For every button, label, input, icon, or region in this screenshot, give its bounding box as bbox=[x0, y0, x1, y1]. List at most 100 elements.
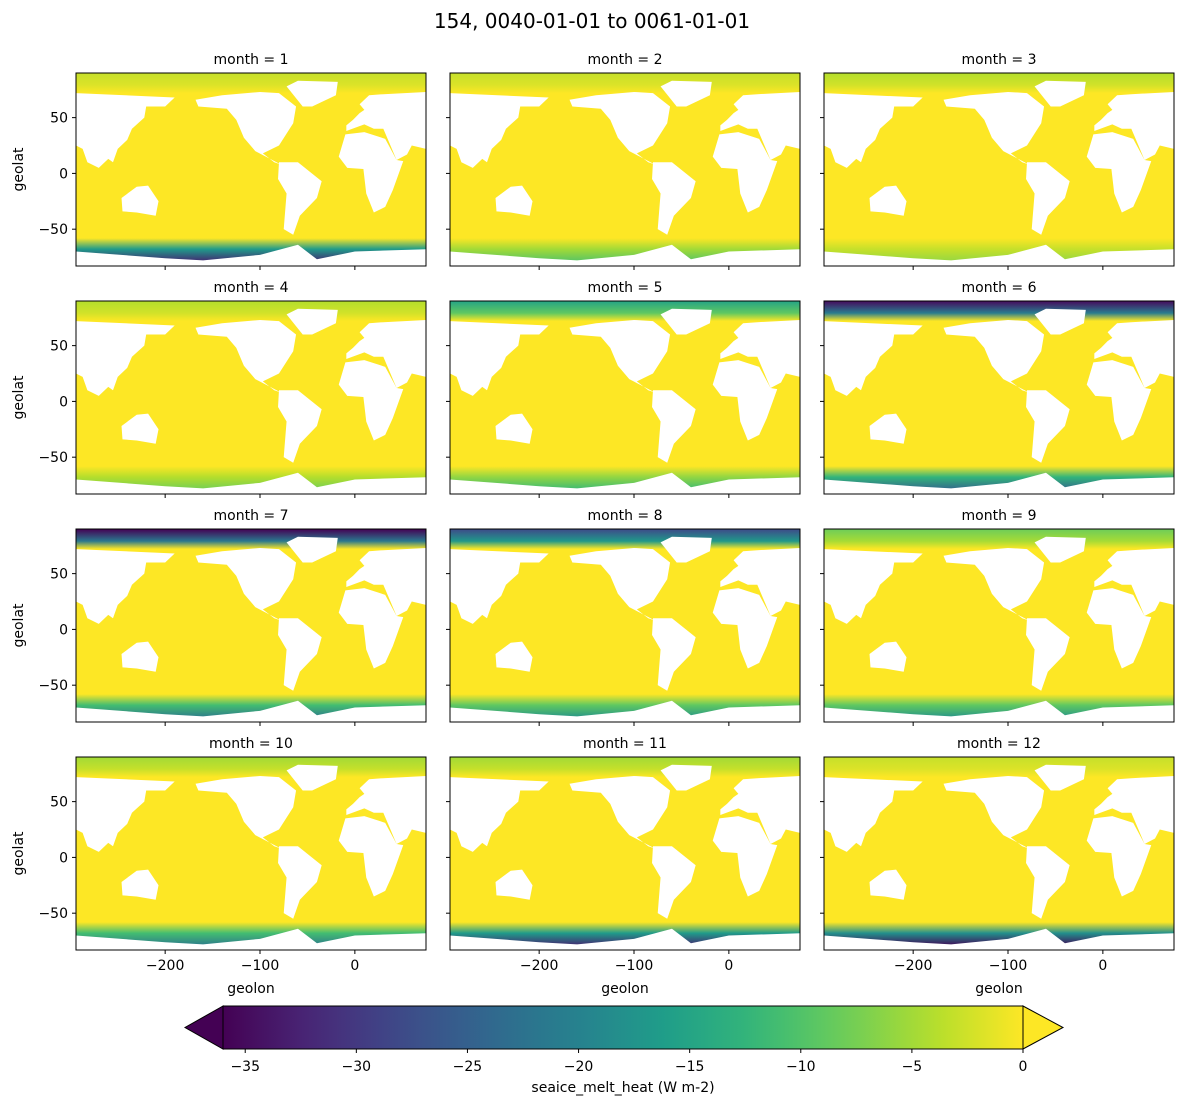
land-greenland bbox=[660, 764, 712, 791]
land-asia bbox=[824, 777, 923, 852]
land-asia bbox=[76, 549, 175, 624]
arctic-ice-band bbox=[824, 301, 1174, 322]
land-south-america bbox=[652, 162, 696, 235]
y-axis-label: geolat bbox=[11, 831, 27, 876]
arctic-ice-band bbox=[824, 757, 1174, 778]
land-europe bbox=[346, 319, 426, 389]
land-europe bbox=[346, 547, 426, 617]
land-north-america bbox=[943, 91, 1045, 165]
map-panel-month-9: month = 9 bbox=[820, 508, 1175, 726]
map-field bbox=[450, 73, 800, 266]
land-greenland bbox=[1034, 80, 1086, 107]
y-axis-label: geolat bbox=[11, 603, 27, 648]
land-south-america bbox=[278, 390, 322, 463]
land-asia bbox=[450, 777, 549, 852]
map-field bbox=[76, 757, 426, 950]
land-antarctica bbox=[450, 928, 800, 950]
land-europe bbox=[720, 319, 800, 389]
land-greenland bbox=[660, 308, 712, 335]
arctic-ice-band bbox=[76, 73, 426, 94]
land-south-america bbox=[278, 846, 322, 919]
land-south-america bbox=[652, 390, 696, 463]
map-panel-month-4: month = 4 −50 0 50 geolat bbox=[11, 280, 427, 498]
colorbar-tick-label: −10 bbox=[786, 1059, 816, 1075]
x-axis-label: geolon bbox=[601, 981, 648, 997]
arctic-ice-band bbox=[450, 529, 800, 550]
land-asia bbox=[450, 321, 549, 396]
land-greenland bbox=[1034, 764, 1086, 791]
land-north-america bbox=[195, 775, 297, 849]
x-tick-label: −100 bbox=[241, 958, 279, 974]
panel-title: month = 10 bbox=[209, 736, 293, 752]
land-north-america bbox=[569, 91, 671, 165]
map-panel-month-3: month = 3 bbox=[820, 52, 1175, 270]
colorbar-extend-min bbox=[183, 1005, 224, 1050]
y-tick-label: 50 bbox=[50, 567, 68, 583]
map-field bbox=[824, 73, 1174, 266]
land-africa bbox=[1086, 132, 1152, 213]
map-field bbox=[76, 301, 426, 494]
y-tick-label: −50 bbox=[38, 222, 68, 238]
land-antarctica bbox=[450, 472, 800, 494]
colorbar-tick-label: −20 bbox=[564, 1059, 594, 1075]
axes-frame bbox=[75, 72, 427, 267]
map-panel-month-1: month = 1 −50 0 50 geolat bbox=[11, 52, 427, 270]
land-australia bbox=[121, 641, 159, 672]
land-antarctica bbox=[824, 244, 1174, 266]
land-greenland bbox=[1034, 308, 1086, 335]
y-axis-label: geolat bbox=[11, 147, 27, 192]
map-field bbox=[824, 757, 1174, 950]
axes-frame bbox=[449, 72, 801, 267]
panel-title: month = 8 bbox=[588, 508, 663, 524]
y-tick-label: 50 bbox=[50, 111, 68, 127]
axes-frame bbox=[449, 300, 801, 495]
land-europe bbox=[720, 91, 800, 161]
map-field bbox=[76, 529, 426, 722]
y-tick-label: −50 bbox=[38, 450, 68, 466]
land-australia bbox=[121, 413, 159, 444]
land-antarctica bbox=[450, 700, 800, 722]
land-australia bbox=[869, 869, 907, 900]
land-africa bbox=[1086, 816, 1152, 897]
land-south-america bbox=[652, 618, 696, 691]
land-australia bbox=[495, 641, 533, 672]
land-asia bbox=[76, 93, 175, 168]
land-africa bbox=[712, 360, 778, 441]
y-tick-label: 0 bbox=[59, 166, 68, 182]
x-axis-label: geolon bbox=[975, 981, 1022, 997]
panel-title: month = 5 bbox=[588, 280, 663, 296]
colorbar-extend-max bbox=[1022, 1005, 1065, 1050]
colorbar-tick-label: 0 bbox=[1019, 1059, 1028, 1075]
y-tick-label: 0 bbox=[59, 394, 68, 410]
land-australia bbox=[121, 869, 159, 900]
colorbar-tick-label: −25 bbox=[453, 1059, 483, 1075]
land-africa bbox=[1086, 360, 1152, 441]
land-greenland bbox=[286, 536, 338, 563]
axes-frame bbox=[823, 528, 1175, 723]
land-greenland bbox=[660, 80, 712, 107]
colorbar-gradient bbox=[222, 1005, 1024, 1050]
x-tick-label: −100 bbox=[615, 958, 653, 974]
axes-frame bbox=[75, 528, 427, 723]
axes-frame bbox=[823, 756, 1175, 951]
map-panel-month-5: month = 5 bbox=[446, 280, 801, 498]
map-panel-month-11: month = 11 −200 −100 0 geolon bbox=[446, 736, 801, 997]
land-asia bbox=[76, 321, 175, 396]
axes-frame bbox=[449, 528, 801, 723]
land-south-america bbox=[1026, 162, 1070, 235]
land-europe bbox=[1094, 319, 1174, 389]
arctic-ice-band bbox=[450, 73, 800, 94]
land-greenland bbox=[286, 80, 338, 107]
arctic-ice-band bbox=[76, 529, 426, 550]
land-antarctica bbox=[76, 244, 426, 266]
x-tick-label: −200 bbox=[146, 958, 184, 974]
land-europe bbox=[720, 547, 800, 617]
land-australia bbox=[495, 869, 533, 900]
colorbar: −35 −30 −25 −20 −15 −10 −5 0 seaice_melt_heat (W… bbox=[183, 1005, 1065, 1096]
land-south-america bbox=[1026, 846, 1070, 919]
map-panel-month-8: month = 8 bbox=[446, 508, 801, 726]
land-australia bbox=[495, 185, 533, 216]
colorbar-tick-label: −35 bbox=[230, 1059, 260, 1075]
land-north-america bbox=[569, 319, 671, 393]
map-panel-month-6: month = 6 bbox=[820, 280, 1175, 498]
